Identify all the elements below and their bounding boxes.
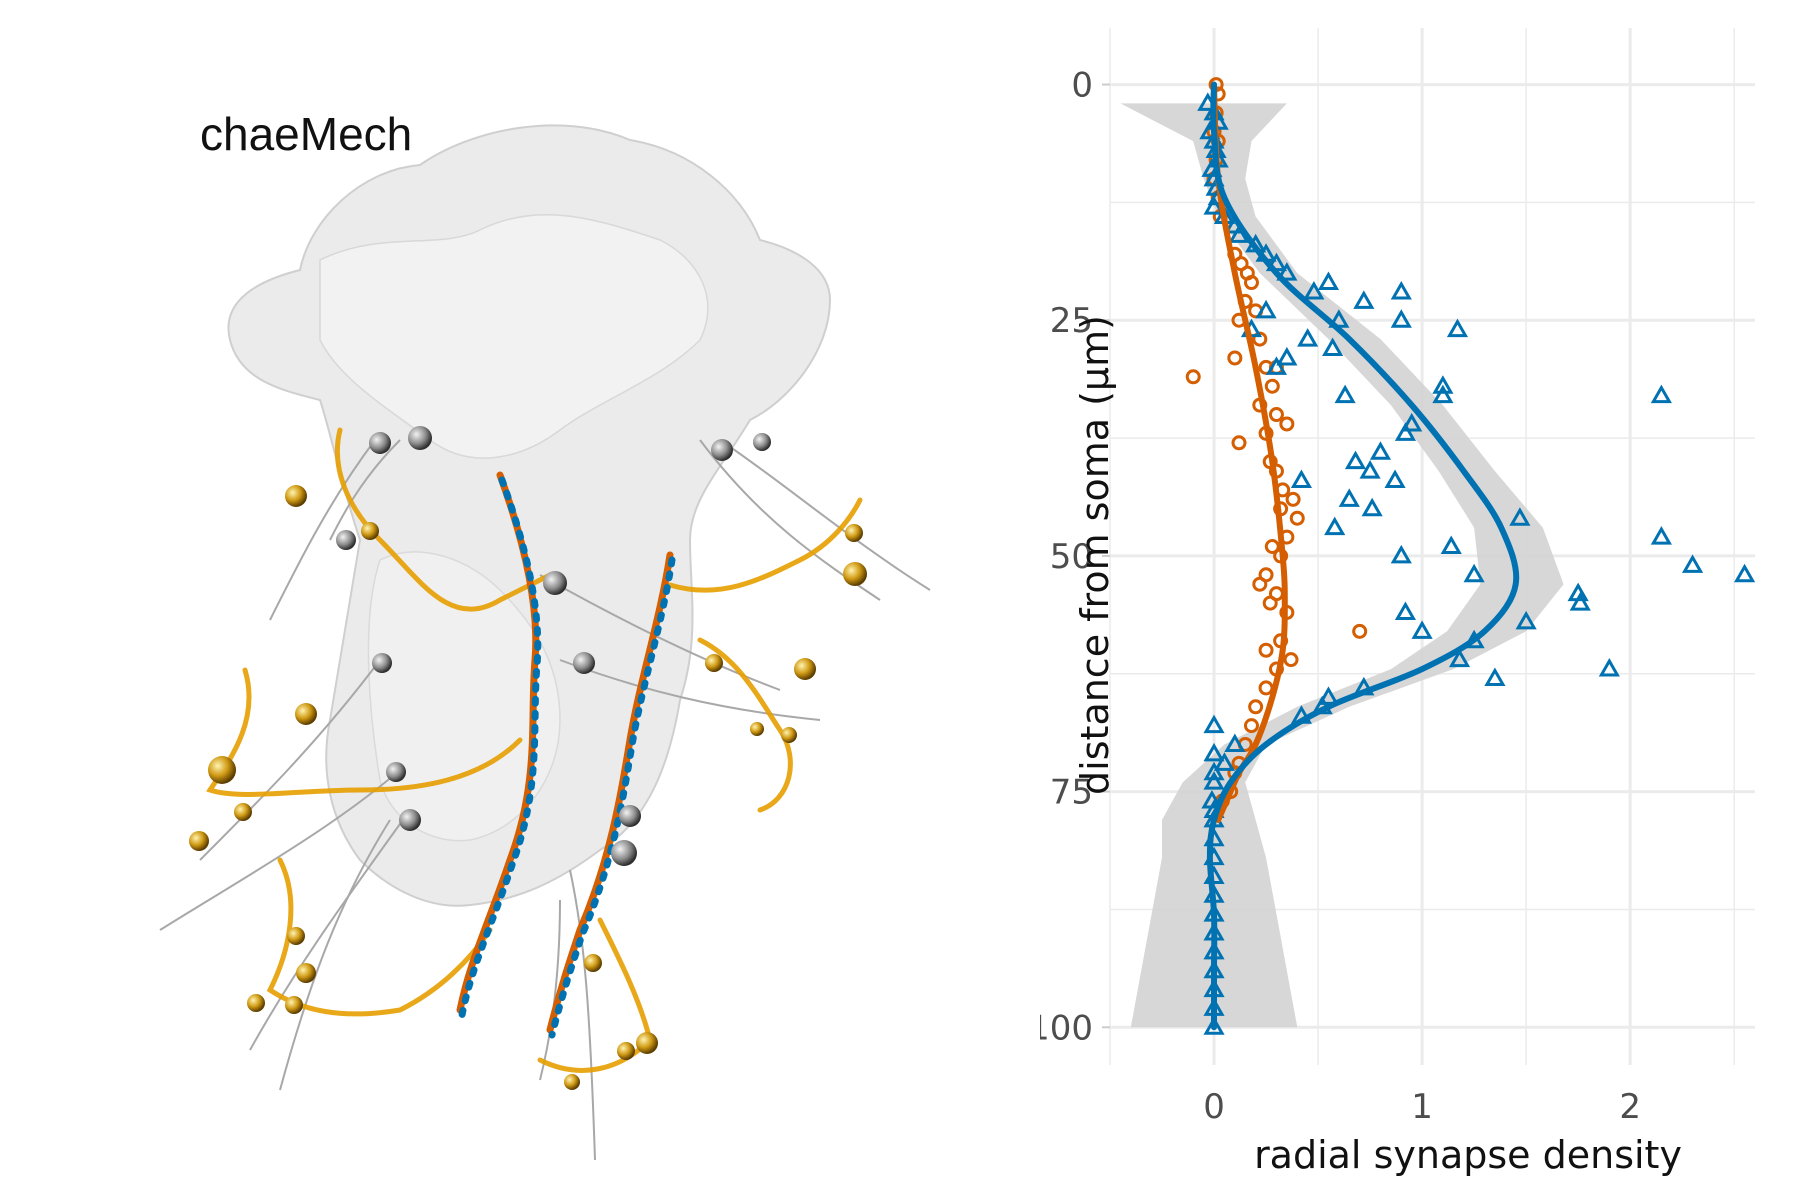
triangle-data-point — [1384, 469, 1406, 489]
circle-data-point — [1283, 652, 1299, 668]
triangle-data-point — [1394, 601, 1417, 620]
y-tick-label: 0 — [1071, 66, 1093, 106]
triangle-data-point — [1650, 384, 1672, 404]
y-tick-label: 75 — [1050, 773, 1093, 813]
circle-data-point — [1258, 680, 1274, 696]
triangle-data-point — [1515, 610, 1537, 630]
triangle-data-point — [1265, 356, 1288, 375]
circle-data-point — [1264, 378, 1280, 394]
circle-data-point — [1243, 275, 1259, 291]
triangle-data-point — [1203, 1016, 1225, 1035]
triangle-data-point — [1324, 516, 1346, 536]
x-axis-title: radial synapse density — [1254, 1133, 1682, 1177]
triangle-data-point — [1448, 648, 1471, 668]
circle-data-point — [1231, 435, 1247, 451]
brain-mesh — [227, 124, 832, 907]
triangle-data-point — [1394, 422, 1417, 441]
triangle-data-point — [1361, 497, 1383, 517]
circle-data-point — [1268, 407, 1284, 423]
triangle-data-point — [1203, 196, 1225, 215]
y-tick-label: 25 — [1050, 301, 1093, 341]
triangle-data-point — [1334, 384, 1356, 404]
confidence-band — [1120, 103, 1564, 1028]
triangle-data-point — [1509, 507, 1531, 526]
triangle-data-point — [1390, 280, 1412, 300]
triangle-data-point — [1411, 620, 1433, 639]
triangle-data-point — [1681, 554, 1704, 573]
confidence-ribbon — [1120, 103, 1564, 1028]
x-tick-label: 1 — [1411, 1087, 1433, 1127]
y-tick-label: 100 — [1040, 1008, 1093, 1048]
render-title: chaeMech — [200, 108, 412, 160]
triangle-data-point — [1359, 460, 1381, 479]
triangle-data-point — [1213, 752, 1236, 771]
triangle-data-point — [1276, 262, 1298, 281]
triangle-data-point — [1317, 686, 1340, 705]
circle-data-point — [1352, 623, 1368, 639]
circle-data-point — [1279, 416, 1295, 432]
triangle-data-point — [1432, 384, 1454, 404]
circle-data-point — [1262, 595, 1278, 611]
triangle-data-point — [1338, 488, 1360, 507]
neuron-render-panel: chaeMech — [159, 108, 931, 1161]
triangle-data-point — [1734, 563, 1756, 583]
circle-data-point — [1227, 350, 1243, 366]
density-chart-panel: 0 25 50 75 100 0 1 2 radial synapse density dis… — [1028, 0, 1800, 1200]
soma-markers — [189, 426, 867, 1090]
triangle-data-point — [1297, 328, 1319, 347]
triangle-data-point — [1569, 592, 1591, 611]
smooth-lines — [1206, 81, 1520, 1031]
triangle-data-point — [1463, 563, 1485, 583]
triangle-data-point — [1432, 375, 1454, 394]
triangle-data-point — [1390, 309, 1412, 328]
circle-data-point — [1252, 576, 1268, 592]
triangle-data-point — [1203, 761, 1225, 781]
triangle-data-point — [1401, 412, 1423, 432]
triangle-data-point — [1598, 658, 1620, 677]
axon-arbors — [206, 427, 863, 1073]
triangle-data-point — [1446, 318, 1469, 338]
triangle-data-point — [1290, 469, 1313, 489]
circle-data-point — [1264, 539, 1280, 554]
circle-data-point — [1285, 491, 1301, 507]
triangle-data-point — [1317, 271, 1340, 291]
triangle-data-point — [1650, 526, 1672, 545]
tick-labels: 0 25 50 75 100 0 1 2 — [1028, 66, 1641, 1127]
triangle-data-point — [1440, 535, 1462, 554]
triangle-data-point — [1369, 441, 1392, 460]
triangle-data-point — [1203, 714, 1225, 734]
triangle-data-point — [1390, 544, 1412, 564]
circle-data-point — [1258, 642, 1274, 658]
x-tick-label: 2 — [1619, 1087, 1641, 1127]
triangle-data-point — [1276, 346, 1298, 366]
y-tick-label: 50 — [1050, 537, 1093, 577]
triangle-data-point — [1255, 299, 1277, 319]
triangle-data-point — [1203, 742, 1225, 762]
triangle-data-point — [1322, 337, 1344, 357]
triangle-data-point — [1203, 771, 1225, 790]
circle-data-point — [1248, 699, 1264, 715]
neuron-render: chaeMech — [159, 108, 931, 1161]
density-chart: 0 25 50 75 100 0 1 2 radial synapse density dis… — [1028, 28, 1756, 1177]
circle-data-point — [1252, 331, 1268, 347]
triangle-data-point — [1224, 733, 1246, 752]
triangle-data-point — [1344, 450, 1367, 470]
triangle-data-point — [1303, 280, 1325, 300]
circle-data-point — [1243, 718, 1259, 734]
y-axis-title: distance from soma (µm) — [1073, 315, 1117, 795]
circle-data-point — [1185, 369, 1201, 385]
circle-data-point — [1289, 510, 1305, 526]
synapse-tracts — [456, 471, 676, 1039]
x-tick-label: 0 — [1203, 1087, 1225, 1127]
triangle-data-point — [1353, 290, 1375, 309]
smooth-trend-line — [1206, 81, 1520, 1031]
triangle-data-point — [1484, 667, 1506, 686]
